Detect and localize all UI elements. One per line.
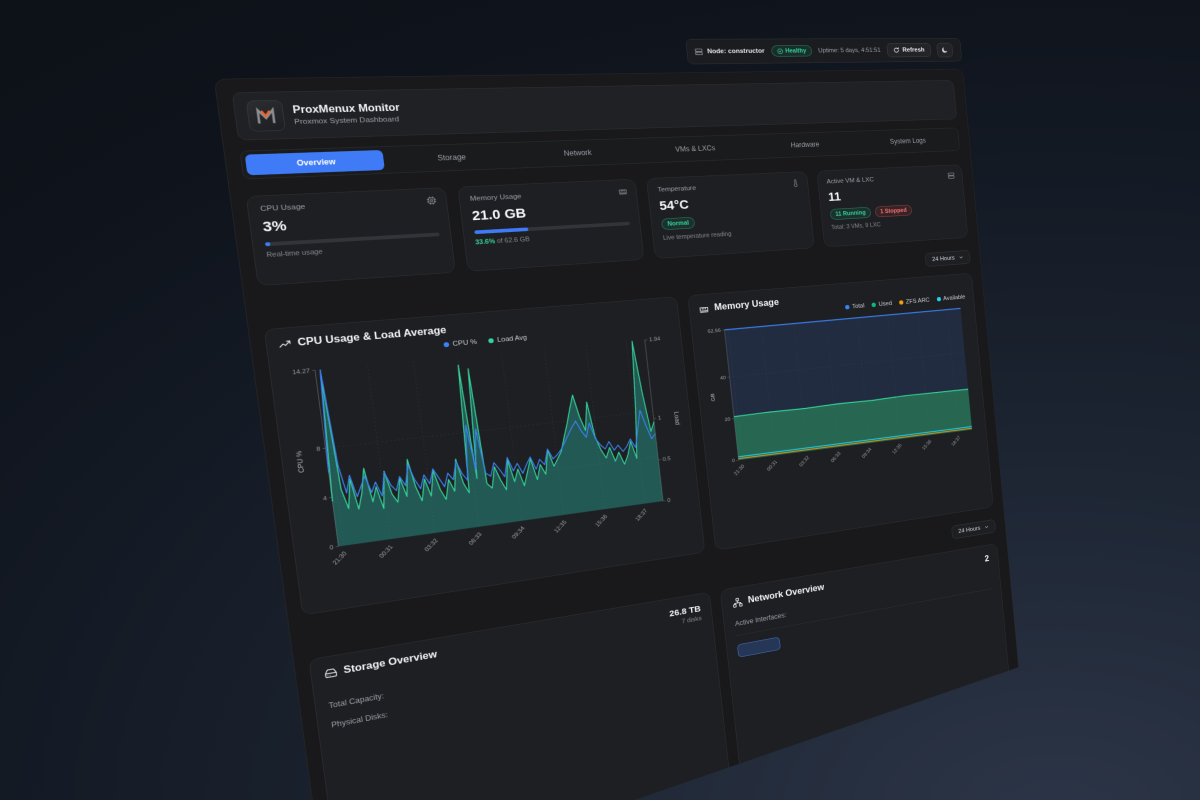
health-badge: Healthy	[771, 45, 813, 56]
app-titles: ProxMenux Monitor Proxmox System Dashboa…	[292, 102, 402, 125]
vm-count-value: 11	[827, 189, 842, 204]
tab-network[interactable]: Network	[563, 148, 593, 158]
vms-running-badge: 11 Running	[829, 207, 871, 220]
memory-chart-card: Memory Usage Total Used ZFS ARC Availabl…	[688, 273, 994, 551]
dashboard-panel: ProxMenux Monitor Proxmox System Dashboa…	[214, 69, 1029, 800]
svg-text:12:35: 12:35	[553, 519, 568, 534]
network-count: 2	[984, 554, 990, 564]
cpu-icon	[425, 196, 436, 206]
tab-system-logs[interactable]: System Logs	[889, 136, 927, 146]
interface-badge[interactable]	[737, 637, 781, 658]
dashboard-window: Node: constructor Healthy Uptime: 5 days…	[209, 38, 1032, 800]
moon-icon	[941, 46, 948, 53]
svg-text:0.5: 0.5	[662, 455, 671, 462]
proxmenux-m-icon	[253, 106, 278, 126]
svg-text:CPU %: CPU %	[294, 451, 306, 474]
storage-title: Storage Overview	[342, 649, 438, 676]
memory-icon	[699, 304, 710, 314]
tab-storage[interactable]: Storage	[436, 152, 467, 163]
svg-text:03:32: 03:32	[799, 455, 811, 468]
svg-text:06:33: 06:33	[830, 451, 842, 464]
chevron-down-icon	[984, 524, 989, 530]
thermometer-icon	[791, 179, 800, 188]
cpu-load-chart: 21:30 00:31 03:32 06:33 09:34 12:35 15:36 18:37…	[281, 329, 693, 592]
svg-text:62.56: 62.56	[708, 328, 722, 334]
svg-text:15:36: 15:36	[922, 439, 933, 451]
theme-toggle-button[interactable]	[936, 43, 953, 57]
uptime-label: Uptime: 5 days, 4:51:51	[818, 46, 881, 55]
memory-chart: 21:30 00:31 03:32 06:33 09:34 12:35 15:36 18:37…	[701, 301, 981, 499]
app-logo	[246, 100, 286, 132]
svg-text:21:30: 21:30	[331, 550, 348, 566]
time-range-select-2[interactable]: 24 Hours	[951, 519, 996, 539]
svg-text:1: 1	[658, 415, 662, 421]
svg-text:09:34: 09:34	[511, 525, 527, 540]
server-stack-icon	[947, 172, 955, 180]
svg-text:GB: GB	[709, 393, 717, 402]
active-vm-lxc-card: Active VM & LXC 11 11 Running 1 Stopped …	[816, 164, 968, 247]
memory-usage-card: Memory Usage 21.0 GB 33.6% of 62.6 GB	[457, 179, 644, 272]
refresh-icon	[893, 47, 900, 54]
svg-text:20: 20	[725, 417, 732, 423]
tab-overview[interactable]: Overview	[245, 150, 385, 175]
svg-text:12:35: 12:35	[892, 443, 904, 455]
svg-text:Load: Load	[673, 411, 682, 425]
svg-text:00:31: 00:31	[378, 544, 395, 560]
cpu-value: 3%	[261, 217, 288, 235]
temperature-status-badge: Normal	[661, 217, 696, 230]
svg-text:03:32: 03:32	[423, 537, 439, 552]
node-label: Node: constructor	[706, 47, 765, 55]
server-icon	[694, 47, 704, 56]
svg-text:1.94: 1.94	[649, 336, 661, 343]
memory-progress-fill	[474, 227, 528, 234]
cpu-load-chart-card: CPU Usage & Load Average CPU % Load Avg …	[264, 296, 706, 615]
memory-icon	[618, 187, 628, 196]
tab-hardware[interactable]: Hardware	[790, 140, 820, 150]
vms-stopped-badge: 1 Stopped	[875, 205, 913, 218]
temperature-card: Temperature 54°C Normal Live temperature…	[646, 171, 814, 259]
svg-text:0: 0	[667, 497, 671, 503]
chevron-down-icon	[958, 255, 963, 261]
top-toolbar: Node: constructor Healthy Uptime: 5 days…	[685, 38, 962, 64]
svg-text:14.27: 14.27	[292, 368, 310, 376]
svg-text:18:37: 18:37	[634, 508, 649, 522]
temperature-value: 54°C	[658, 197, 690, 213]
time-range-select[interactable]: 24 Hours	[925, 250, 971, 267]
node-indicator: Node: constructor	[694, 47, 765, 56]
svg-text:21:30: 21:30	[734, 464, 747, 477]
page-title: ProxMenux Monitor	[292, 102, 401, 116]
svg-text:0: 0	[329, 544, 334, 551]
hard-drive-icon	[324, 667, 338, 680]
network-icon	[732, 597, 743, 609]
trending-up-icon	[278, 338, 292, 350]
svg-text:18:37: 18:37	[951, 435, 962, 447]
refresh-button[interactable]: Refresh	[886, 43, 931, 57]
network-title: Network Overview	[747, 582, 825, 606]
tab-vms-lxcs[interactable]: VMs & LXCs	[674, 144, 716, 154]
svg-text:09:34: 09:34	[861, 447, 873, 460]
memory-value: 21.0 GB	[471, 205, 527, 224]
cpu-usage-card: CPU Usage 3% Real-time usage	[246, 187, 456, 286]
svg-text:4: 4	[323, 495, 328, 502]
svg-text:8: 8	[316, 446, 321, 453]
cpu-progress-fill	[265, 242, 271, 246]
svg-text:15:36: 15:36	[594, 514, 609, 529]
network-overview-card: Network Overview 2 Active Interfaces:	[720, 543, 1016, 800]
check-circle-icon	[777, 48, 784, 54]
page-subtitle: Proxmox System Dashboard	[293, 115, 400, 126]
svg-text:40: 40	[720, 375, 727, 381]
storage-summary: 26.8 TB 7 disks	[669, 604, 702, 627]
svg-text:0: 0	[732, 458, 736, 464]
charts-row: CPU Usage & Load Average CPU % Load Avg …	[264, 273, 994, 616]
svg-text:00:31: 00:31	[766, 459, 778, 472]
svg-text:06:33: 06:33	[467, 531, 483, 546]
